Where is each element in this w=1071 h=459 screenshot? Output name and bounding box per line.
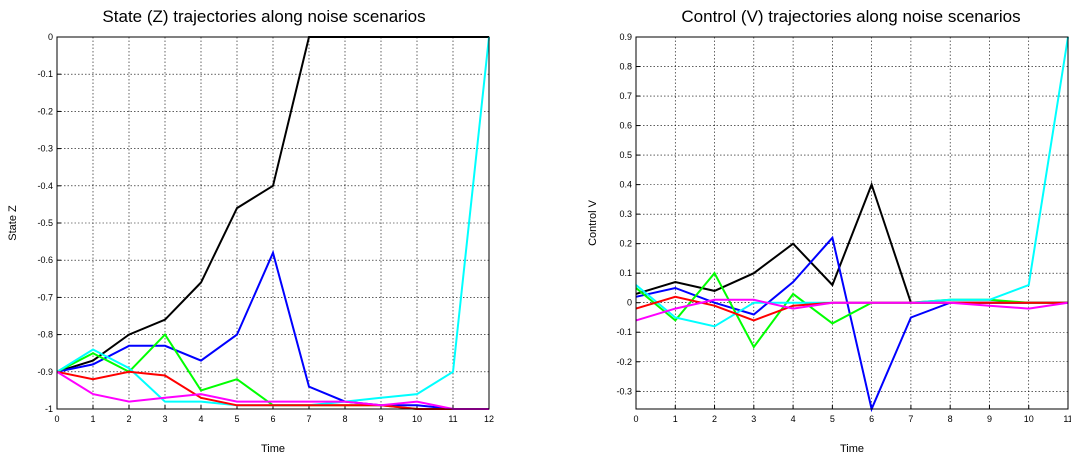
y-tick-label: 0.5 [619, 150, 632, 160]
gridlines [57, 37, 489, 409]
gridlines [636, 37, 1068, 409]
y-tick-label: -0.1 [37, 69, 53, 79]
y-tick-label: 0.9 [619, 32, 632, 42]
x-tick-label: 9 [378, 414, 383, 424]
y-tick-label: -0.8 [37, 330, 53, 340]
x-tick-label: 6 [869, 414, 874, 424]
y-tick-label: 0.6 [619, 121, 632, 131]
series-line-0 [635, 181, 1068, 304]
x-tick-label: 12 [484, 414, 494, 424]
x-tick-label: 2 [712, 414, 717, 424]
x-tick-label: 5 [234, 414, 239, 424]
chart-title: State (Z) trajectories along noise scena… [102, 7, 425, 26]
y-tick-label: 0.2 [619, 239, 632, 249]
chart-title: Control (V) trajectories along noise sce… [681, 7, 1020, 26]
x-tick-label: 8 [948, 414, 953, 424]
y-tick-label: 0.1 [619, 268, 632, 278]
y-tick-label: 0.3 [619, 209, 632, 219]
x-axis-label: Time [840, 443, 864, 455]
series-line-5 [635, 298, 1069, 322]
x-tick-label: 3 [751, 414, 756, 424]
y-tick-label: -0.5 [37, 218, 53, 228]
y-tick-label: -1 [45, 404, 53, 414]
x-tick-label: 7 [306, 414, 311, 424]
y-axis-label: Control V [587, 199, 599, 246]
x-tick-label: 4 [791, 414, 796, 424]
plot-frame [56, 36, 490, 410]
x-axis-label: Time [261, 443, 285, 455]
control-v-chart: Control (V) trajectories along noise sce… [587, 7, 1071, 455]
y-tick-label: 0.4 [619, 180, 632, 190]
y-tick-label: -0.7 [37, 292, 53, 302]
series-line-1 [56, 249, 489, 410]
x-tick-label: 0 [633, 414, 638, 424]
x-tick-label: 3 [162, 414, 167, 424]
y-axis-label: State Z [7, 205, 19, 241]
state-z-chart: State (Z) trajectories along noise scena… [7, 7, 494, 455]
y-tick-label: -0.3 [616, 386, 632, 396]
x-tick-label: 0 [54, 414, 59, 424]
plot-frame [635, 36, 1069, 410]
y-tick-label: 0 [627, 298, 632, 308]
series-line-3 [635, 36, 1069, 328]
x-tick-label: 7 [908, 414, 913, 424]
x-tick-label: 10 [1024, 414, 1034, 424]
x-tick-label: 11 [448, 414, 457, 424]
series-line-2 [635, 271, 1068, 349]
y-tick-label: -0.2 [37, 106, 53, 116]
y-tick-label: -0.3 [37, 144, 53, 154]
x-tick-label: 4 [198, 414, 203, 424]
x-tick-label: 11 [1063, 414, 1071, 424]
x-tick-label: 6 [270, 414, 275, 424]
x-tick-label: 1 [90, 414, 95, 424]
y-tick-label: -0.2 [616, 357, 632, 367]
x-tick-label: 2 [126, 414, 131, 424]
x-tick-label: 1 [673, 414, 678, 424]
y-tick-label: 0.8 [619, 62, 632, 72]
y-tick-label: -0.9 [37, 367, 53, 377]
y-tick-label: -0.4 [37, 181, 53, 191]
x-tick-label: 8 [342, 414, 347, 424]
y-tick-label: -0.1 [616, 327, 632, 337]
y-tick-label: -0.6 [37, 255, 53, 265]
x-tick-label: 5 [830, 414, 835, 424]
y-tick-label: 0 [48, 32, 53, 42]
series-line-5 [56, 370, 489, 410]
y-tick-label: 0.7 [619, 91, 632, 101]
x-tick-label: 10 [412, 414, 422, 424]
x-tick-label: 9 [987, 414, 992, 424]
